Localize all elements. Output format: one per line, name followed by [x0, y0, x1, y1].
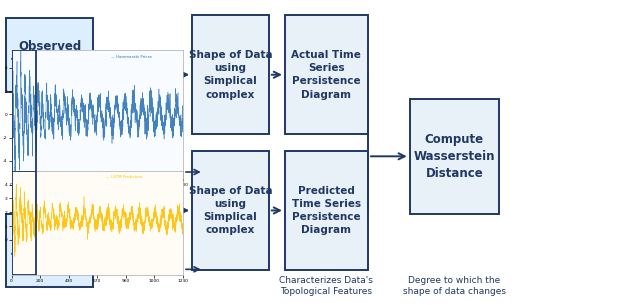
Text: Observed
Time Series: Observed Time Series	[11, 40, 88, 70]
Text: Predicted
Time Series
Persistence
Diagram: Predicted Time Series Persistence Diagra…	[292, 186, 361, 235]
Text: — LSTM Prediction: — LSTM Prediction	[106, 175, 142, 179]
Text: — Hammarabi Prices: — Hammarabi Prices	[111, 56, 152, 59]
Text: Compute
Wasserstein
Distance: Compute Wasserstein Distance	[413, 133, 495, 180]
FancyBboxPatch shape	[192, 151, 269, 270]
FancyBboxPatch shape	[285, 15, 368, 134]
Text: Actual Time
Series
Persistence
Diagram: Actual Time Series Persistence Diagram	[291, 50, 362, 99]
Text: Shape of Data
using
Simplical
complex: Shape of Data using Simplical complex	[189, 50, 272, 99]
Bar	[12, 50, 36, 178]
FancyBboxPatch shape	[285, 151, 368, 270]
Text: Degree to which the
shape of data changes: Degree to which the shape of data change…	[403, 276, 506, 296]
Text: Characterizes Data's
Topological Features: Characterizes Data's Topological Feature…	[280, 276, 373, 296]
Text: Predicted
Time Series: Predicted Time Series	[11, 235, 88, 265]
FancyBboxPatch shape	[410, 99, 499, 214]
FancyBboxPatch shape	[192, 15, 269, 134]
FancyBboxPatch shape	[6, 18, 93, 92]
Text: Shape of Data
using
Simplical
complex: Shape of Data using Simplical complex	[189, 186, 272, 235]
Bar	[12, 171, 36, 274]
FancyBboxPatch shape	[6, 214, 93, 287]
